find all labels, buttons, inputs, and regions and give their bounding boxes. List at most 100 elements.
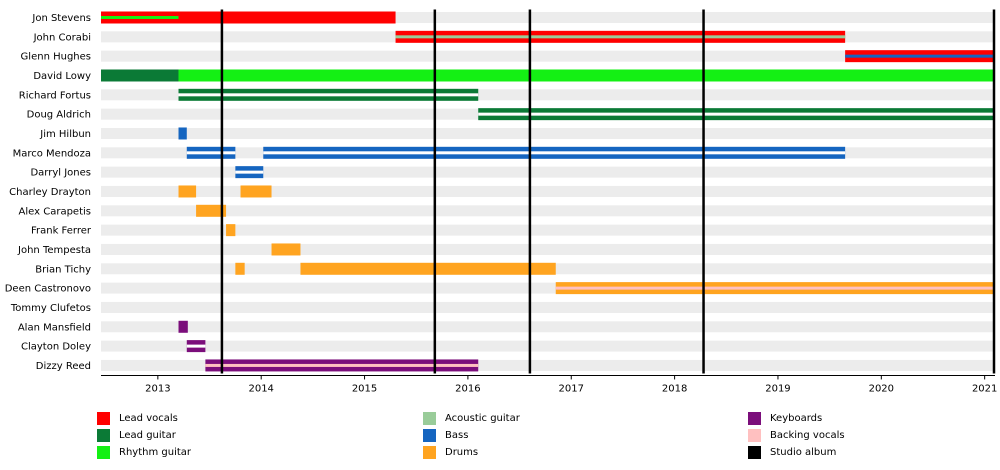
row-stripe	[101, 282, 995, 294]
member-name: David Lowy	[33, 71, 91, 82]
legend-swatch	[748, 446, 761, 459]
legend-label: Lead guitar	[119, 430, 176, 441]
row-stripe	[101, 205, 995, 217]
member-bar	[196, 204, 227, 217]
member-bars	[101, 11, 995, 372]
member-name: Dizzy Reed	[36, 361, 91, 372]
member-name: Jon Stevens	[31, 13, 91, 24]
legend-swatch	[748, 429, 761, 442]
member-bar-accent	[186, 344, 206, 348]
legend-column-1: Lead vocals Lead guitar Rhythm guitar	[97, 410, 191, 461]
member-name: Jim Hilbun	[39, 129, 91, 140]
legend-label: Keyboards	[770, 413, 823, 424]
legend-swatch	[748, 412, 761, 425]
legend-item-drums: Drums	[423, 444, 520, 461]
member-name: Glenn Hughes	[21, 52, 91, 63]
member-name: Frank Ferrer	[31, 226, 92, 237]
legend-item-lead-guitar: Lead guitar	[97, 427, 191, 444]
member-name: Doug Aldrich	[27, 110, 91, 121]
x-tick-label: 2014	[248, 383, 273, 394]
member-name: Tommy Clufetos	[10, 303, 91, 314]
member-name: Richard Fortus	[19, 90, 91, 101]
member-name: Clayton Doley	[21, 342, 91, 353]
row-stripe	[101, 359, 995, 371]
legend-item-acoustic-guitar: Acoustic guitar	[423, 410, 520, 427]
legend-label: Bass	[445, 430, 469, 441]
row-stripes	[101, 12, 995, 371]
row-stripe	[101, 224, 995, 236]
member-bar-accent	[186, 151, 236, 155]
legend-item-keyboards: Keyboards	[748, 410, 845, 427]
member-bar-accent	[263, 151, 846, 155]
x-tick-label: 2019	[765, 383, 790, 394]
member-name: Alex Carapetis	[19, 206, 91, 217]
member-bar	[226, 224, 236, 237]
legend-swatch	[97, 429, 110, 442]
member-names: Jon Stevens John Corabi Glenn Hughes David …	[5, 13, 92, 372]
x-tick-label: 2020	[869, 383, 894, 394]
member-name: Alan Mansfield	[18, 322, 91, 333]
legend-swatch	[423, 412, 436, 425]
legend-item-studio-album: Studio album	[748, 444, 845, 461]
legend-column-2: Acoustic guitar Bass Drums	[423, 410, 520, 461]
row-stripe	[101, 243, 995, 255]
member-bar-accent	[478, 112, 995, 116]
x-tick-label: 2018	[662, 383, 687, 394]
x-axis: 2013 2014 2015 2016 2017 2018 2019 2020 2021	[101, 374, 997, 394]
band-timeline-chart: Jon Stevens John Corabi Glenn Hughes David …	[5, 9, 997, 394]
member-name: Darryl Jones	[30, 168, 91, 179]
legend-label: Lead vocals	[119, 413, 178, 424]
legend-swatch	[97, 446, 110, 459]
row-stripe	[101, 166, 995, 178]
legend-swatch	[423, 429, 436, 442]
legend: Lead vocals Lead guitar Rhythm guitar Ac…	[0, 410, 1000, 466]
member-bar	[240, 185, 272, 198]
x-tick-label: 2015	[352, 383, 377, 394]
member-name: John Corabi	[33, 32, 91, 43]
row-stripe	[101, 301, 995, 313]
member-name: Brian Tichy	[35, 264, 91, 275]
x-tick-label: 2013	[145, 383, 170, 394]
member-bar	[178, 320, 188, 333]
member-bar-accent	[395, 35, 846, 39]
legend-label: Backing vocals	[770, 430, 845, 441]
row-stripe	[101, 89, 995, 101]
row-stripe	[101, 321, 995, 333]
member-bar-accent	[205, 363, 479, 367]
legend-item-rhythm-guitar: Rhythm guitar	[97, 444, 191, 461]
legend-label: Studio album	[770, 447, 837, 458]
legend-label: Rhythm guitar	[119, 447, 192, 458]
member-name: John Tempesta	[17, 245, 91, 256]
member-bar	[101, 69, 179, 82]
x-tick-label: 2017	[559, 383, 584, 394]
row-stripe	[101, 127, 995, 139]
legend-item-bass: Bass	[423, 427, 520, 444]
member-name: Charley Drayton	[9, 187, 91, 198]
row-stripe	[101, 50, 995, 62]
member-bar-accent	[235, 170, 264, 174]
legend-item-lead-vocals: Lead vocals	[97, 410, 191, 427]
member-bar	[300, 262, 556, 275]
member-bar-accent	[845, 54, 995, 58]
legend-swatch	[423, 446, 436, 459]
member-bar-accent	[555, 286, 995, 290]
studio-album-lines	[220, 9, 996, 374]
member-bar	[178, 127, 187, 140]
x-tick-label: 2016	[455, 383, 480, 394]
member-bar	[178, 185, 197, 198]
legend-item-backing-vocals: Backing vocals	[748, 427, 845, 444]
row-stripe	[101, 340, 995, 352]
row-stripe	[101, 185, 995, 197]
member-bar	[271, 243, 301, 256]
row-stripe	[101, 12, 995, 23]
legend-column-3: Keyboards Backing vocals Studio album	[748, 410, 845, 461]
legend-label: Drums	[445, 447, 479, 458]
member-name: Marco Mendoza	[13, 148, 91, 159]
member-name: Deen Castronovo	[5, 284, 91, 295]
member-bar-accent	[178, 93, 479, 97]
legend-swatch	[97, 412, 110, 425]
member-bar	[178, 69, 995, 82]
legend-label: Acoustic guitar	[445, 413, 520, 424]
member-bar	[101, 11, 396, 24]
member-bar-accent	[101, 16, 179, 19]
